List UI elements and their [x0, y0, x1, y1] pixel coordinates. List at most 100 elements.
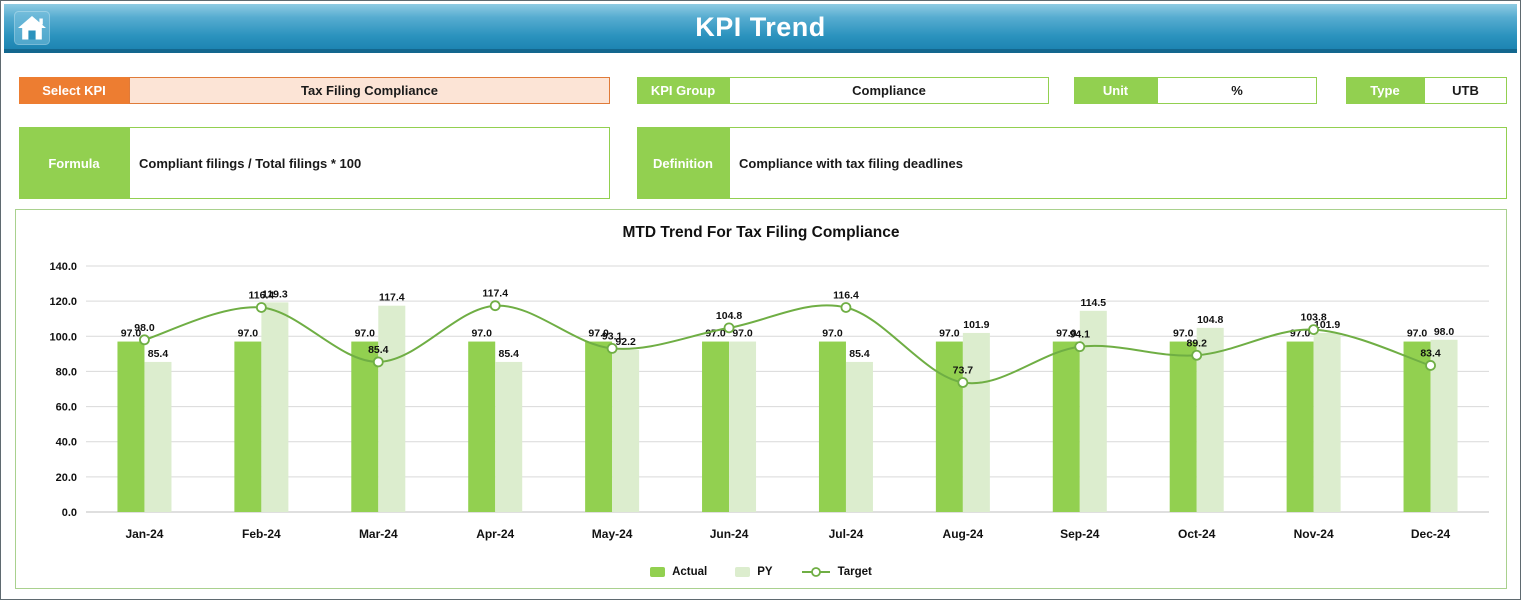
legend-line-swatch [801, 567, 830, 577]
bar-py [612, 349, 640, 512]
legend-swatch [650, 567, 666, 577]
label-py: 97.0 [732, 328, 753, 340]
label-py: 104.8 [1197, 314, 1223, 326]
bar-actual [234, 341, 262, 512]
label-actual: 97.0 [822, 328, 843, 340]
label-py: 114.5 [1080, 297, 1106, 309]
legend-item-py: PY [735, 566, 773, 578]
x-tick-label: Aug-24 [943, 527, 984, 541]
label-target: 116.4 [833, 289, 859, 301]
y-tick-label: 60.0 [56, 402, 77, 414]
bar-actual [1403, 341, 1431, 512]
chart-legend: Actual PY Target [16, 566, 1506, 578]
target-marker [840, 302, 852, 313]
bar-py [261, 302, 289, 512]
bar-actual [1052, 341, 1080, 512]
bar-actual [117, 341, 145, 512]
header-banner: KPI Trend [4, 4, 1517, 53]
bar-py [729, 341, 757, 512]
label-py: 119.3 [262, 288, 288, 300]
label-actual: 97.0 [1173, 328, 1194, 340]
target-marker [1191, 349, 1203, 361]
label-target: 73.7 [953, 364, 974, 376]
type-value: UTB [1424, 77, 1507, 104]
bar-actual [935, 341, 963, 512]
legend-item-target: Target [801, 566, 872, 578]
x-tick-label: Sep-24 [1060, 527, 1100, 541]
label-py: 85.4 [148, 348, 169, 360]
x-tick-label: Feb-24 [242, 527, 281, 541]
label-target: 83.4 [1420, 347, 1441, 359]
target-marker [255, 302, 267, 313]
bar-py [1196, 327, 1224, 512]
bar-actual [1286, 341, 1314, 512]
bar-py [1430, 339, 1458, 512]
page-title: KPI Trend [695, 12, 826, 42]
label-py: 85.4 [849, 348, 870, 360]
x-tick-label: May-24 [592, 527, 633, 541]
legend-swatch [735, 567, 751, 577]
formula-label: Formula [19, 127, 129, 199]
y-tick-label: 100.0 [49, 331, 77, 343]
kpi-group-label: KPI Group [637, 77, 729, 104]
target-marker [139, 334, 150, 346]
y-tick-label: 120.0 [49, 296, 77, 308]
label-target: 93.1 [602, 330, 623, 342]
bar-actual [468, 341, 496, 512]
y-tick-label: 0.0 [62, 507, 77, 519]
target-marker [606, 343, 618, 354]
x-tick-label: Jun-24 [710, 527, 749, 541]
label-py: 98.0 [1434, 326, 1455, 338]
select-kpi-label[interactable]: Select KPI [19, 77, 129, 104]
bar-py [495, 361, 523, 512]
x-tick-label: Jul-24 [829, 527, 864, 541]
y-tick-label: 20.0 [56, 472, 77, 484]
type-label: Type [1346, 77, 1424, 104]
legend-item-actual: Actual [650, 566, 707, 578]
target-marker [1425, 360, 1436, 371]
definition-value: Compliance with tax filing deadlines [729, 127, 1507, 199]
x-tick-label: Jan-24 [125, 527, 163, 541]
select-kpi-value[interactable]: Tax Filing Compliance [129, 77, 610, 104]
label-target: 89.2 [1186, 337, 1207, 349]
y-tick-label: 40.0 [56, 437, 77, 449]
label-actual: 97.0 [1407, 328, 1428, 340]
label-target: 104.8 [716, 310, 742, 322]
legend-label: Target [837, 566, 872, 578]
legend-label: PY [757, 566, 773, 578]
x-tick-label: Oct-24 [1178, 527, 1216, 541]
bar-py [1313, 332, 1341, 512]
target-marker [1308, 324, 1320, 336]
kpi-trend-chart: 0.0 20.0 40.0 60.0 80.0 100.0 120.0 140.0 97.0 85… [49, 261, 1489, 541]
x-tick-label: Dec-24 [1411, 527, 1451, 541]
bar-py [962, 332, 990, 512]
target-marker [723, 322, 735, 334]
x-tick-label: Apr-24 [476, 527, 514, 541]
y-tick-label: 140.0 [49, 261, 77, 273]
kpi-group-value: Compliance [729, 77, 1049, 104]
x-tick-label: Nov-24 [1294, 527, 1334, 541]
bar-py [144, 361, 172, 512]
label-target: 117.4 [482, 288, 508, 300]
bar-py [378, 305, 406, 512]
x-tick-label: Mar-24 [359, 527, 398, 541]
bar-actual [1169, 341, 1197, 512]
label-py: 101.9 [963, 319, 989, 331]
label-actual: 97.0 [121, 328, 142, 340]
unit-label: Unit [1074, 77, 1157, 104]
label-py: 117.4 [379, 292, 405, 304]
bar-py [845, 361, 873, 512]
label-py: 85.4 [498, 348, 519, 360]
label-target: 103.8 [1300, 312, 1326, 324]
label-actual: 97.0 [355, 328, 376, 340]
chart-panel: MTD Trend For Tax Filing Compliance 0.0 2… [15, 209, 1507, 589]
label-actual: 97.0 [588, 328, 609, 340]
bar-actual [702, 341, 730, 512]
legend-label: Actual [672, 566, 708, 578]
bar-actual [585, 341, 613, 512]
home-icon[interactable] [14, 11, 50, 45]
bar-actual [351, 341, 379, 512]
label-actual: 97.0 [705, 328, 726, 340]
label-actual: 97.0 [238, 328, 259, 340]
